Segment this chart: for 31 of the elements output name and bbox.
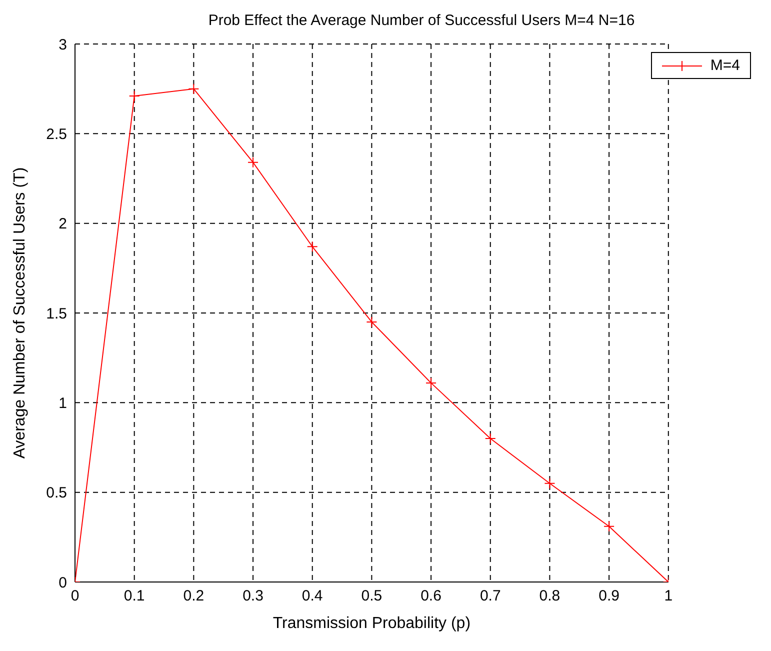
x-tick-label: 0.2 xyxy=(183,588,204,605)
x-tick-label: 0.1 xyxy=(124,588,145,605)
point xyxy=(544,478,556,489)
point xyxy=(248,156,259,168)
legend-label: M=4 xyxy=(710,57,740,74)
point xyxy=(604,520,615,532)
y-tick-label: 3 xyxy=(58,36,67,54)
x-tick-label: 0.9 xyxy=(598,588,620,605)
y-tick-label: 0 xyxy=(58,574,67,592)
point xyxy=(366,316,378,328)
y-tick-label: 1.5 xyxy=(46,305,67,322)
x-axis-title: Transmission Probability (p) xyxy=(272,615,471,632)
point xyxy=(484,433,496,444)
point xyxy=(306,241,318,252)
x-tick-label: 0.8 xyxy=(539,588,560,605)
y-tick-label: 0.5 xyxy=(46,484,67,502)
x-tick-label: 1 xyxy=(664,588,673,605)
y-tick-label: 1 xyxy=(58,394,67,412)
chart-title: Prob Effect the Average Number of Successful Users M=4 N=16 xyxy=(207,12,636,29)
point xyxy=(188,83,200,94)
y-tick-label: 2.5 xyxy=(46,126,67,143)
x-tick-label: 0.3 xyxy=(242,588,264,605)
point xyxy=(426,377,437,388)
point xyxy=(128,90,140,102)
x-tick-label: 0.4 xyxy=(302,588,323,605)
x-tick-label: 0.5 xyxy=(361,588,382,605)
y-tick-label: 2 xyxy=(58,216,67,233)
x-tick-label: 0 xyxy=(70,588,80,605)
y-axis-title: Average Number of Successful Users (T) xyxy=(12,167,28,459)
x-tick-label: 0.7 xyxy=(480,588,501,605)
x-tick-label: 0.6 xyxy=(420,588,442,605)
